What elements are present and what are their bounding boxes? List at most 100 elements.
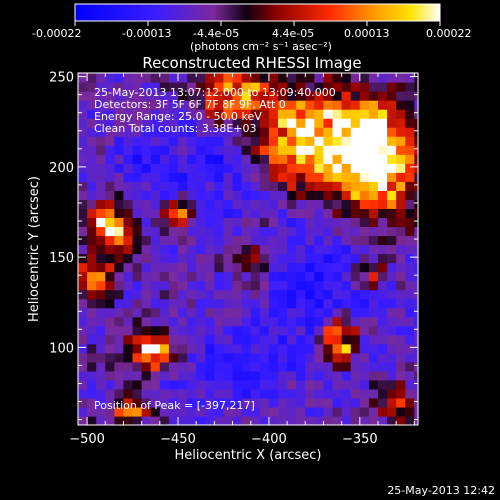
x-tick-label: −400 [251, 432, 287, 447]
heatmap-cell [223, 352, 234, 363]
heatmap-cell [223, 73, 234, 83]
heatmap-cell [168, 118, 179, 128]
heatmap-cell [378, 118, 388, 128]
heatmap-cell [159, 262, 170, 273]
heatmap-cell [223, 388, 234, 399]
heatmap-cell [332, 244, 343, 255]
heatmap-cell [287, 226, 297, 237]
heatmap-cell [123, 127, 134, 137]
heatmap-cell [196, 181, 206, 191]
heatmap-cell [132, 406, 143, 417]
heatmap-cell [414, 253, 418, 264]
colorbar: -0.00022 -0.00013 -4.4e-05 4.4e-05 0.000… [32, 3, 472, 53]
heatmap-cell [296, 280, 306, 291]
heatmap-cell [123, 145, 134, 155]
heatmap-cell [105, 127, 115, 137]
heatmap-cell [150, 343, 161, 354]
heatmap-cell [223, 226, 234, 237]
heatmap-cell [287, 109, 297, 119]
heatmap-cell [414, 325, 418, 336]
heatmap-cell [178, 379, 188, 390]
heatmap-cell [232, 208, 243, 219]
heatmap-cell [105, 388, 115, 399]
heatmap-cell [132, 397, 143, 408]
heatmap-cell [341, 73, 352, 83]
heatmap-cell [205, 262, 215, 273]
heatmap-cell [141, 244, 152, 255]
heatmap-cell [405, 145, 415, 155]
heatmap-cell [232, 415, 243, 425]
heatmap-cell [287, 397, 297, 408]
heatmap-cell [287, 379, 297, 390]
heatmap-cell [178, 343, 188, 354]
heatmap-cell [105, 298, 115, 309]
heatmap-cell [96, 253, 106, 264]
heatmap-cell [314, 271, 325, 282]
heatmap-cell [205, 136, 215, 146]
heatmap-cell [332, 307, 343, 318]
heatmap-cell [332, 163, 343, 173]
colorbar-tick-label: 0.00022 [426, 27, 472, 40]
heatmap-cell [96, 316, 106, 327]
heatmap-cell [405, 172, 415, 182]
heatmap-cell [150, 100, 161, 110]
heatmap-cell [387, 154, 397, 164]
heatmap-cell [187, 271, 197, 282]
heatmap-cell [96, 73, 106, 83]
heatmap-cell [241, 361, 252, 372]
heatmap-cell [405, 190, 415, 200]
heatmap-cell [168, 388, 179, 399]
heatmap-cell [396, 91, 406, 101]
heatmap-cell [405, 226, 415, 237]
heatmap-cell [287, 370, 297, 381]
heatmap-cell [387, 73, 397, 83]
heatmap-cell [132, 415, 143, 425]
heatmap-cell [196, 289, 206, 300]
heatmap-cell [105, 289, 115, 300]
heatmap-cell [187, 172, 197, 182]
heatmap-cell [114, 190, 125, 200]
heatmap-cell [278, 190, 288, 200]
heatmap-cell [223, 262, 234, 273]
heatmap-cell [296, 235, 306, 246]
heatmap-cell [268, 235, 279, 246]
heatmap-cell [105, 163, 115, 173]
heatmap-cell [141, 145, 152, 155]
heatmap-cell [205, 370, 215, 381]
heatmap-cell [268, 352, 279, 363]
heatmap-cell [323, 334, 334, 345]
heatmap-cell [214, 199, 225, 209]
heatmap-cell [196, 388, 206, 399]
heatmap-cell [378, 262, 388, 273]
heatmap-cell [105, 235, 115, 246]
heatmap-cell [250, 217, 261, 228]
heatmap-cell [305, 244, 315, 255]
heatmap-cell [214, 109, 225, 119]
heatmap-cell [87, 325, 97, 336]
heatmap-cell [114, 397, 125, 408]
heatmap-cell [159, 379, 170, 390]
heatmap-cell [223, 118, 234, 128]
heatmap-cell [414, 235, 418, 246]
heatmap-cell [278, 226, 288, 237]
heatmap-cell [278, 298, 288, 309]
heatmap-cell [250, 388, 261, 399]
heatmap-cell [259, 271, 270, 282]
heatmap-cell [196, 406, 206, 417]
heatmap-cell [214, 226, 225, 237]
heatmap-cell [396, 127, 406, 137]
heatmap-cell [205, 316, 215, 327]
heatmap-cell [259, 91, 270, 101]
heatmap-cell [132, 91, 143, 101]
heatmap-cell [87, 73, 97, 83]
heatmap-cell [323, 190, 334, 200]
heatmap-cell [123, 181, 134, 191]
heatmap-cell [259, 181, 270, 191]
heatmap-cell [150, 379, 161, 390]
heatmap-cell [105, 361, 115, 372]
heatmap-cell [350, 307, 361, 318]
heatmap-cell [259, 325, 270, 336]
heatmap-cell [105, 181, 115, 191]
heatmap-cell [387, 217, 397, 228]
heatmap-cell [278, 163, 288, 173]
